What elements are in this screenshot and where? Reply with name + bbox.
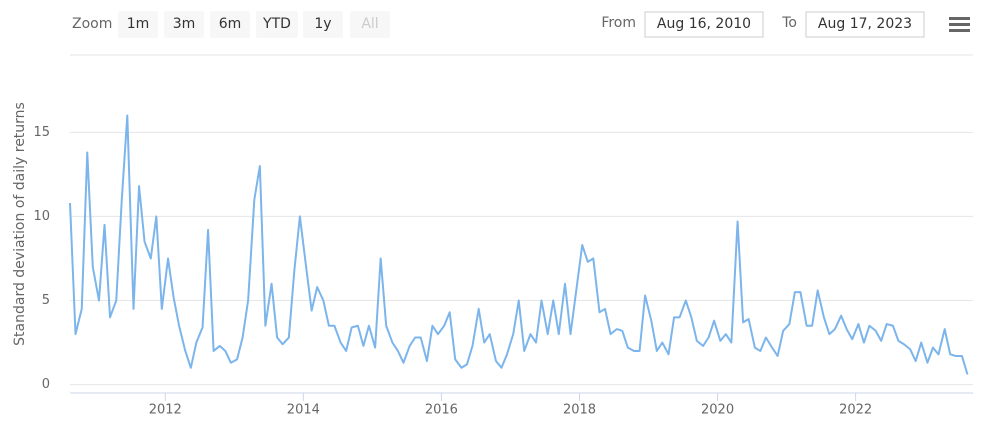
y-tick-label: 15 (33, 125, 50, 140)
x-tick-label: 2012 (149, 403, 182, 418)
y-axis-title: Standard deviation of daily returns (12, 102, 28, 346)
button-bg (256, 11, 298, 38)
button-label: 6m (219, 16, 242, 32)
x-tick-label: 2018 (563, 403, 596, 418)
button-label: YTD (262, 16, 291, 32)
x-tick-label: 2016 (425, 403, 458, 418)
button-label: 1y (314, 16, 331, 32)
series-line (69, 114, 969, 375)
from-label: From (601, 15, 636, 31)
button-bg (210, 11, 250, 38)
menu-bar (949, 17, 970, 20)
zoom-label: Zoom (72, 16, 112, 32)
zoom-button[interactable]: 1y (303, 11, 343, 38)
button-bg (118, 11, 158, 38)
button-label: All (361, 16, 378, 32)
y-tick-label: 10 (33, 209, 50, 224)
button-label: 1m (127, 16, 150, 32)
to-label: To (781, 15, 797, 31)
from-input[interactable] (644, 11, 764, 38)
x-tick-label: 2022 (839, 403, 872, 418)
menu-bar (949, 23, 970, 26)
zoom-button[interactable]: 1m (118, 11, 158, 38)
menu-bar (949, 29, 970, 32)
menu-icon[interactable] (949, 17, 970, 32)
to-value[interactable]: Aug 17, 2023 (818, 16, 912, 32)
zoom-button[interactable]: All (350, 11, 390, 38)
zoom-button[interactable]: 3m (164, 11, 204, 38)
button-bg (303, 11, 343, 38)
zoom-button[interactable]: 6m (210, 11, 250, 38)
button-bg (164, 11, 204, 38)
zoom-buttons: 1m 3m 6m YTD 1y All (118, 11, 390, 38)
x-tick-label: 2020 (701, 403, 734, 418)
y-tick-label: 5 (42, 293, 50, 308)
button-bg (350, 11, 390, 38)
zoom-button[interactable]: YTD (256, 11, 298, 38)
y-tick-label: 0 (42, 377, 50, 392)
button-label: 3m (173, 16, 196, 32)
from-value[interactable]: Aug 16, 2010 (657, 16, 751, 32)
x-tick-label: 2014 (287, 403, 320, 418)
to-input[interactable] (805, 11, 925, 38)
